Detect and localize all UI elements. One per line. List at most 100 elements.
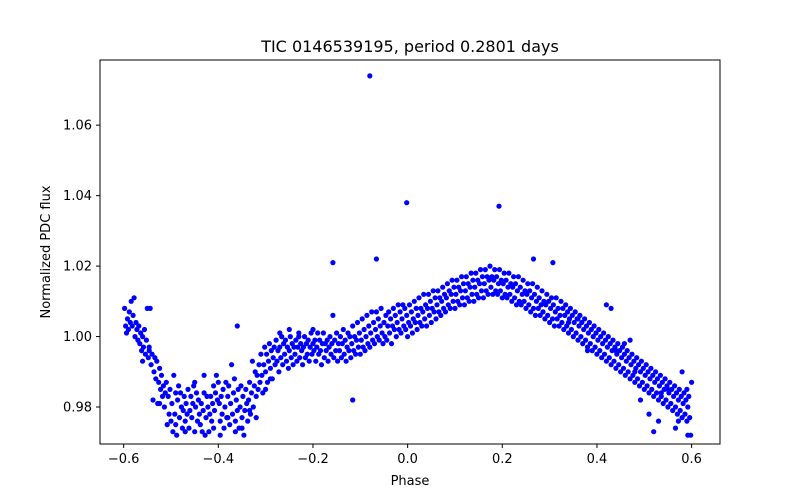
data-point — [448, 291, 454, 297]
data-point — [156, 379, 162, 385]
data-point — [209, 418, 215, 424]
data-point — [282, 351, 288, 357]
data-point — [271, 344, 277, 350]
data-point — [584, 348, 591, 354]
data-point — [412, 319, 418, 326]
data-point — [628, 362, 634, 368]
data-point — [285, 365, 291, 371]
data-point — [609, 348, 615, 354]
data-point — [495, 291, 501, 297]
data-point — [253, 393, 259, 399]
data-point — [557, 312, 563, 318]
data-point — [232, 418, 238, 424]
data-point — [654, 390, 660, 396]
data-point — [357, 351, 363, 357]
data-point — [477, 281, 483, 287]
data-point — [201, 390, 207, 396]
data-point — [223, 379, 229, 385]
data-point — [350, 323, 356, 329]
data-point — [404, 200, 410, 206]
data-point — [408, 309, 414, 315]
data-point — [304, 351, 310, 357]
data-point — [619, 355, 625, 361]
data-point — [371, 341, 378, 347]
data-point — [655, 418, 662, 424]
data-point — [337, 334, 343, 340]
data-point — [601, 330, 607, 336]
data-point — [157, 400, 163, 407]
data-point — [246, 397, 252, 403]
data-point — [353, 337, 360, 343]
data-point — [368, 330, 374, 336]
data-point — [394, 319, 400, 326]
data-point — [548, 305, 554, 311]
data-point — [559, 319, 565, 326]
data-point — [180, 407, 186, 414]
data-point — [643, 362, 649, 368]
data-point — [480, 295, 486, 301]
data-point — [689, 379, 695, 385]
data-point — [648, 365, 654, 371]
data-point — [124, 316, 131, 322]
data-point — [413, 305, 419, 311]
data-point — [125, 326, 131, 333]
data-point — [379, 330, 385, 336]
data-point — [452, 305, 458, 311]
data-point — [325, 358, 331, 364]
data-point — [142, 351, 148, 357]
data-point — [626, 355, 632, 361]
data-point — [392, 312, 398, 318]
data-point — [174, 432, 180, 438]
data-point — [293, 337, 299, 343]
data-point — [530, 256, 537, 262]
data-point — [313, 358, 319, 364]
data-point — [274, 358, 280, 364]
data-point — [186, 425, 192, 431]
data-point — [371, 319, 377, 326]
y-tick-label: 0.98 — [63, 401, 92, 416]
data-point — [307, 344, 313, 350]
data-point — [172, 411, 178, 417]
data-point — [578, 334, 584, 340]
data-point — [398, 330, 404, 336]
data-point — [407, 323, 414, 329]
data-point — [675, 418, 682, 424]
data-point — [377, 323, 383, 329]
data-point — [462, 288, 468, 294]
data-point — [211, 407, 218, 414]
data-point — [642, 372, 648, 378]
data-point — [129, 323, 135, 329]
x-tick-label: −0.6 — [108, 452, 140, 467]
data-point — [550, 260, 556, 266]
data-point — [420, 309, 426, 315]
data-point — [199, 429, 205, 435]
data-point — [467, 284, 473, 290]
scatter-points — [122, 73, 695, 438]
data-point — [231, 376, 237, 382]
data-point — [528, 309, 534, 315]
data-point — [176, 383, 182, 389]
data-point — [454, 277, 460, 283]
data-point — [535, 305, 541, 311]
data-point — [613, 348, 619, 354]
data-point — [187, 407, 193, 414]
data-point — [478, 288, 485, 294]
data-point — [404, 312, 410, 318]
data-point — [471, 298, 477, 304]
data-point — [569, 312, 575, 318]
data-point — [568, 326, 575, 333]
data-point — [435, 288, 441, 294]
data-point — [671, 393, 677, 399]
data-point — [278, 355, 284, 361]
x-tick-label: 0.6 — [681, 452, 702, 467]
data-point — [585, 330, 592, 336]
data-point — [603, 358, 610, 364]
data-point — [198, 400, 204, 407]
data-point — [490, 291, 496, 297]
data-point — [590, 334, 596, 340]
data-point — [245, 418, 251, 424]
data-point — [380, 341, 386, 347]
data-point — [195, 397, 201, 403]
data-point — [167, 386, 173, 392]
data-point — [494, 274, 500, 280]
